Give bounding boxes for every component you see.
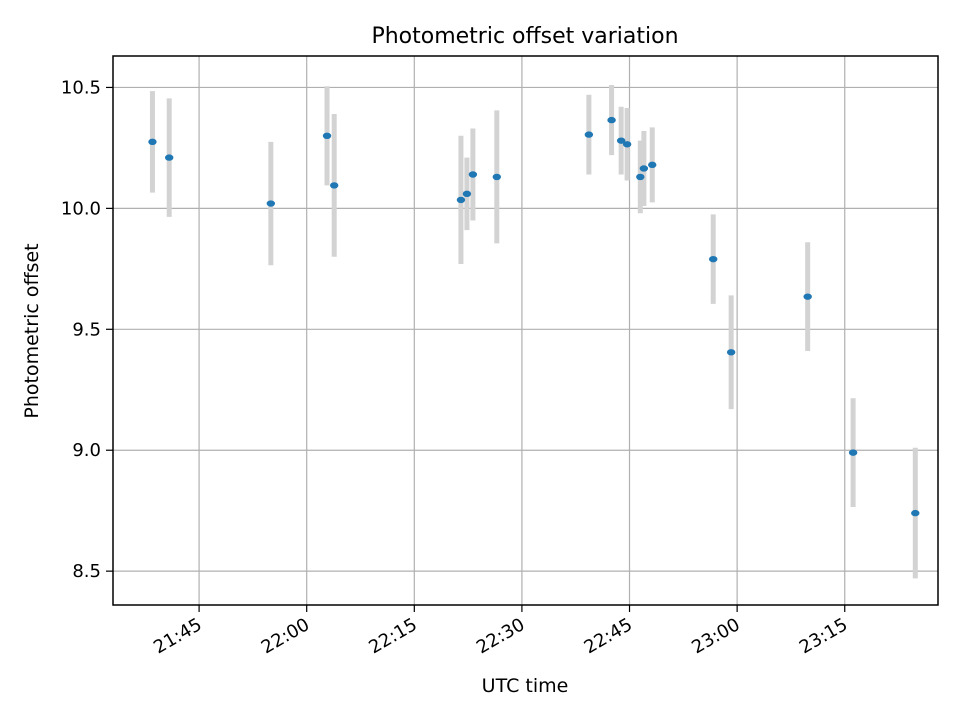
data-point: [462, 190, 472, 198]
y-tick-label: 8.5: [72, 561, 101, 582]
y-tick-label: 9.5: [72, 319, 101, 340]
data-point: [709, 255, 718, 263]
data-point: [266, 200, 276, 207]
data-point: [803, 293, 812, 300]
data-point: [648, 161, 657, 169]
data-point: [148, 138, 157, 146]
y-tick-label: 10.0: [61, 198, 101, 219]
x-axis-label: UTC time: [482, 675, 569, 697]
data-point: [492, 173, 502, 181]
data-point: [164, 154, 174, 161]
data-point: [329, 182, 339, 189]
data-point: [848, 449, 858, 456]
y-axis: 8.5 9.0 9.5 10.0 10.5: [61, 77, 113, 582]
data-point: [456, 196, 466, 204]
data-point: [636, 173, 645, 181]
plot-frame: [112, 55, 939, 606]
data-point: [607, 116, 616, 124]
data-point: [616, 137, 626, 144]
data-point: [639, 165, 649, 172]
data-point: [322, 132, 332, 140]
grid: [113, 56, 938, 605]
data-point: [584, 131, 594, 138]
y-axis-label: Photometric offset: [21, 243, 43, 418]
data-point: [726, 349, 736, 356]
chart-title: Photometric offset variation: [371, 24, 678, 49]
data-point: [911, 509, 920, 517]
data-point: [622, 141, 632, 148]
y-tick-label: 9.0: [72, 440, 101, 461]
data-points: [148, 116, 920, 517]
y-tick-label: 10.5: [61, 77, 101, 98]
data-point: [468, 171, 478, 178]
